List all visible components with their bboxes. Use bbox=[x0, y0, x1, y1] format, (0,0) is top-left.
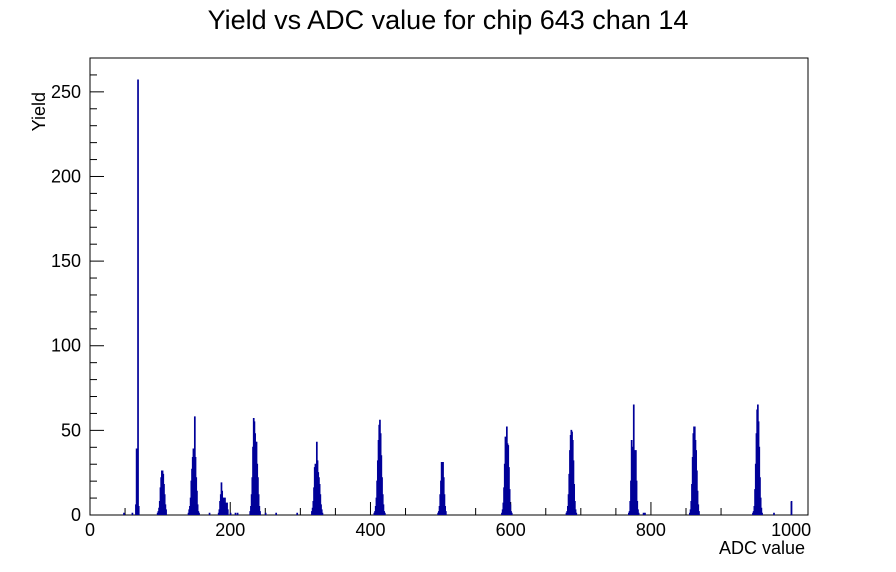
histogram-bin bbox=[573, 484, 576, 515]
histogram-bin bbox=[696, 490, 699, 515]
y-tick-label: 0 bbox=[71, 505, 81, 525]
plot-frame bbox=[89, 57, 809, 516]
histogram-bin bbox=[234, 512, 237, 515]
histogram-bin bbox=[198, 512, 200, 515]
x-tick-label: 200 bbox=[215, 520, 245, 540]
histogram-bin bbox=[208, 512, 211, 515]
histogram-bin bbox=[382, 504, 385, 515]
histogram-bin bbox=[226, 509, 229, 515]
histogram-bin bbox=[137, 79, 139, 515]
histogram-bin bbox=[508, 489, 511, 515]
x-axis-ticks: 0 200 400 600 800 1000 bbox=[85, 502, 811, 540]
histogram-bin bbox=[226, 502, 228, 515]
histogram-bin bbox=[444, 511, 447, 515]
x-tick-label: 1000 bbox=[771, 520, 811, 540]
histogram-bin bbox=[574, 509, 577, 515]
histogram-bin bbox=[296, 512, 299, 515]
histogram-bin bbox=[320, 509, 323, 515]
histogram-bin bbox=[444, 506, 446, 515]
histogram-bin bbox=[236, 512, 239, 515]
x-axis-label: ADC value bbox=[719, 538, 805, 558]
y-axis-label: Yield bbox=[29, 92, 49, 131]
x-tick-label: 400 bbox=[355, 520, 385, 540]
histogram-bin bbox=[697, 504, 700, 515]
y-axis-ticks: 0 50 100 150 200 250 bbox=[51, 74, 104, 525]
histogram-bin bbox=[443, 494, 446, 515]
histogram-bin bbox=[790, 500, 793, 515]
histogram-bin bbox=[642, 512, 645, 515]
y-tick-label: 200 bbox=[51, 166, 81, 186]
plot-area bbox=[89, 57, 809, 516]
histogram-bin bbox=[137, 506, 140, 515]
chart-title: Yield vs ADC value for chip 643 chan 14 bbox=[208, 5, 689, 35]
histogram-bin bbox=[575, 512, 578, 515]
histogram-bin bbox=[383, 512, 386, 515]
histogram-bin bbox=[637, 512, 640, 515]
histogram-bin bbox=[321, 512, 324, 515]
histogram-bin bbox=[759, 477, 761, 515]
histogram-bin bbox=[264, 512, 267, 515]
histogram-bin bbox=[259, 511, 261, 515]
y-tick-label: 50 bbox=[61, 420, 81, 440]
histogram-bin bbox=[196, 504, 199, 515]
x-tick-label: 600 bbox=[496, 520, 526, 540]
histogram-bin bbox=[257, 494, 260, 515]
histogram-bin bbox=[229, 512, 232, 515]
histogram-bin bbox=[636, 500, 639, 515]
histogram-bin bbox=[510, 512, 513, 515]
y-tick-label: 250 bbox=[51, 82, 81, 102]
histogram-bin bbox=[644, 512, 646, 515]
histogram-bin bbox=[123, 512, 125, 515]
histogram-bin bbox=[761, 512, 763, 515]
y-tick-label: 150 bbox=[51, 251, 81, 271]
histogram-bin bbox=[165, 509, 167, 515]
histogram-bin bbox=[509, 504, 512, 515]
histogram-bin bbox=[635, 480, 638, 515]
histogram-bin bbox=[759, 497, 762, 515]
histogram-bin bbox=[574, 500, 576, 515]
y-tick-label: 100 bbox=[51, 336, 81, 356]
x-tick-label: 800 bbox=[636, 520, 666, 540]
histogram-bin bbox=[275, 512, 278, 515]
histogram-series bbox=[123, 79, 793, 515]
histogram-bin bbox=[760, 507, 763, 515]
histogram-bin bbox=[196, 490, 198, 515]
histogram-bin bbox=[258, 506, 261, 515]
histogram-bin bbox=[131, 512, 134, 515]
x-tick-label: 0 bbox=[85, 520, 95, 540]
histogram-bin bbox=[698, 511, 700, 515]
histogram-bin bbox=[637, 509, 639, 515]
histogram-bin bbox=[773, 512, 775, 515]
